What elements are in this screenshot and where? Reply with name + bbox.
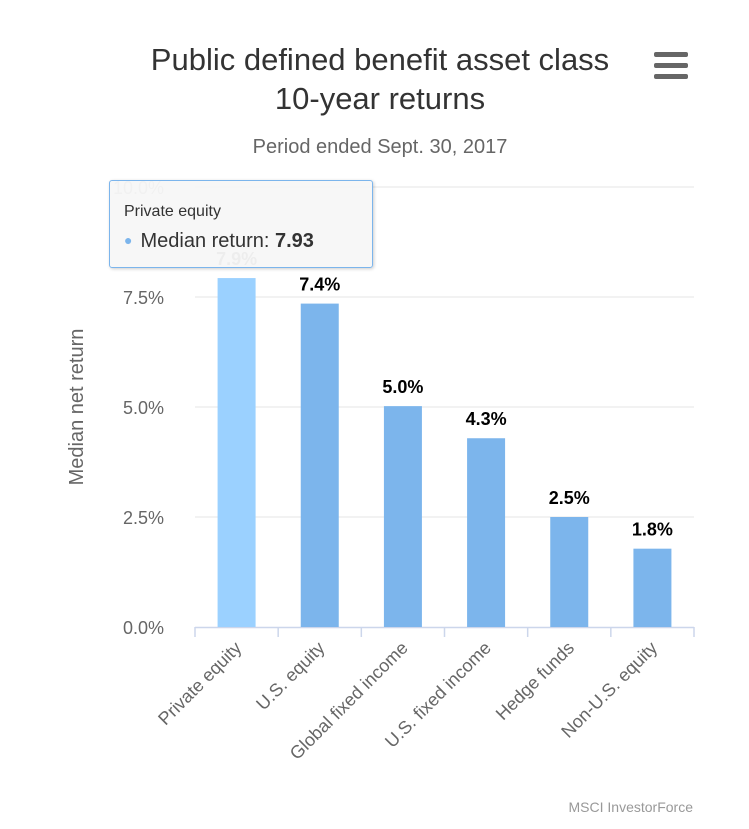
data-label: 4.3% xyxy=(466,409,507,429)
bar xyxy=(550,517,589,627)
data-label: 1.8% xyxy=(632,520,673,540)
bar xyxy=(217,278,256,627)
series-dot-icon: ● xyxy=(124,232,133,248)
x-tick-label: Private equity xyxy=(154,638,245,729)
x-tick-label: U.S. equity xyxy=(252,638,328,714)
data-label: 2.5% xyxy=(549,488,590,508)
data-label: 5.0% xyxy=(382,377,423,397)
y-axis-title: Median net return xyxy=(66,329,88,486)
bar xyxy=(300,303,339,627)
tooltip-category: Private equity xyxy=(124,203,221,220)
bar xyxy=(383,406,422,627)
chart-title: Public defined benefit asset class 10-ye… xyxy=(60,40,700,118)
y-tick-label: 2.5% xyxy=(123,508,164,528)
bar xyxy=(467,438,506,627)
chart-subtitle: Period ended Sept. 30, 2017 xyxy=(252,136,508,158)
tooltip-value: 7.93 xyxy=(275,230,314,252)
y-tick-label: 7.5% xyxy=(123,288,164,308)
tooltip-series-label: Median return: xyxy=(140,230,270,252)
data-label: 7.4% xyxy=(299,275,340,295)
y-tick-label: 0.0% xyxy=(123,618,164,638)
tooltip-line: ● Median return: 7.93 xyxy=(124,230,314,253)
chart-title-line-1: Public defined benefit asset class xyxy=(150,42,610,77)
tooltip: Private equity ● Median return: 7.93 xyxy=(109,180,373,268)
x-tick-label: Hedge funds xyxy=(492,638,578,724)
chart-credits[interactable]: MSCI InvestorForce xyxy=(568,799,693,815)
chart-title-line-2: 10-year returns xyxy=(274,81,486,116)
y-tick-label: 5.0% xyxy=(123,398,164,418)
hamburger-menu-icon[interactable] xyxy=(652,52,690,82)
bar xyxy=(633,548,672,627)
